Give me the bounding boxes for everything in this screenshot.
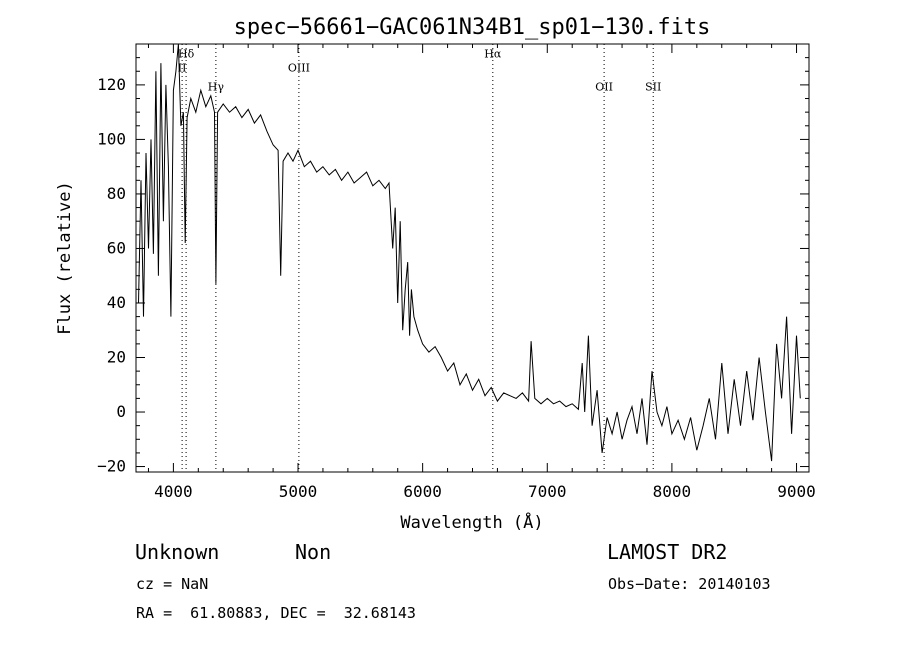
- spectral-line-label: OII: [595, 80, 613, 93]
- x-tick-label: 8000: [653, 482, 692, 501]
- spectrum-chart: spec−56661−GAC061N34B1_sp01−130.fits HδI…: [55, 15, 816, 533]
- y-tick-label: 60: [107, 238, 126, 257]
- y-tick-label: 20: [107, 348, 126, 367]
- object-subclass: Non: [295, 540, 332, 564]
- x-axis-label: Wavelength (Å): [400, 511, 543, 533]
- y-tick-label: 0: [116, 402, 126, 421]
- coordinates: RA = 61.80883, DEC = 32.68143: [136, 604, 416, 622]
- x-tick-label: 9000: [777, 482, 816, 501]
- x-tick-label: 7000: [528, 482, 567, 501]
- x-tick-label: 6000: [403, 482, 442, 501]
- y-tick-label: 100: [97, 129, 126, 148]
- y-tick-label: 80: [107, 184, 126, 203]
- chart-title: spec−56661−GAC061N34B1_sp01−130.fits: [234, 15, 711, 40]
- spectral-line-label: SII: [645, 80, 661, 93]
- x-tick-label: 5000: [279, 482, 318, 501]
- spectral-line-label: Hα: [484, 48, 502, 61]
- redshift-value: cz = NaN: [136, 575, 209, 593]
- axis-ticks: 4000 5000 6000 7000 8000 9000 −20 0 20 40 60 80 100 1…: [97, 44, 816, 501]
- y-tick-label: −20: [97, 457, 126, 476]
- spectral-line-label: Hδ: [178, 48, 195, 61]
- object-class: Unknown: [135, 540, 220, 564]
- y-tick-label: 120: [97, 75, 126, 94]
- spectrum-series-line: [138, 43, 801, 462]
- spectral-line-label: II: [178, 61, 187, 74]
- y-axis-label: Flux (relative): [55, 181, 75, 335]
- y-tick-label: 40: [107, 293, 126, 312]
- survey-name: LAMOST DR2: [607, 540, 728, 564]
- spectral-line-label: OIII: [288, 61, 310, 74]
- x-tick-label: 4000: [154, 482, 193, 501]
- spectral-line-label: Hγ: [208, 80, 225, 93]
- observation-date: Obs−Date: 20140103: [608, 575, 771, 593]
